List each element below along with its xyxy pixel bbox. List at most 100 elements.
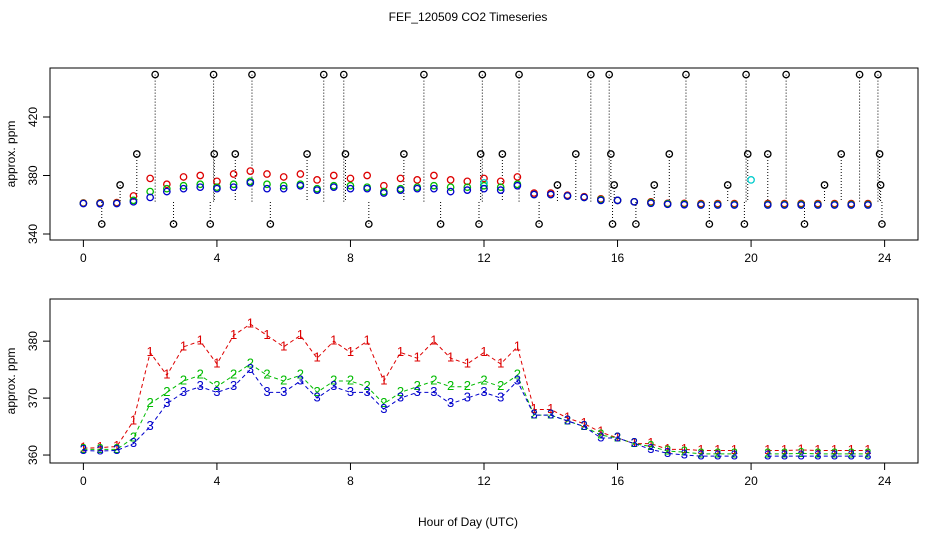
point <box>179 173 188 181</box>
series-line <box>83 363 868 455</box>
x-axis-label: Hour of Day (UTC) <box>418 515 518 529</box>
series-line <box>83 368 868 457</box>
point <box>213 184 221 193</box>
point: 1 <box>864 442 871 457</box>
point: 2 <box>664 442 671 457</box>
point <box>346 184 355 193</box>
point <box>162 184 171 193</box>
point: 2 <box>297 367 304 382</box>
point <box>196 171 205 180</box>
point: 1 <box>814 442 821 457</box>
x-tick-label: 24 <box>878 474 892 488</box>
point: 3 <box>313 390 320 405</box>
point <box>607 150 615 158</box>
point: 2 <box>647 438 654 453</box>
point <box>596 196 605 205</box>
point <box>723 181 732 189</box>
point: 2 <box>697 445 704 460</box>
point: 1 <box>764 442 771 457</box>
point <box>363 171 372 180</box>
point <box>553 181 562 189</box>
point: 3 <box>330 378 337 393</box>
point: 2 <box>848 445 855 460</box>
point <box>279 173 288 181</box>
point <box>346 181 355 190</box>
point: 1 <box>464 355 471 370</box>
point <box>169 220 178 228</box>
point <box>730 201 739 209</box>
point <box>303 150 311 158</box>
point: 3 <box>280 384 287 399</box>
point: 3 <box>848 448 855 463</box>
point <box>743 150 752 158</box>
point: 1 <box>313 350 320 365</box>
point <box>319 70 328 79</box>
point <box>496 186 505 194</box>
point <box>413 184 422 193</box>
point: 3 <box>113 442 120 457</box>
point: 2 <box>631 435 638 450</box>
point: 3 <box>581 418 588 433</box>
point: 2 <box>263 367 270 382</box>
point <box>379 189 388 197</box>
point <box>513 181 522 190</box>
point: 2 <box>814 445 821 460</box>
x-tick-label: 20 <box>744 474 758 488</box>
x-tick-label: 0 <box>80 251 87 265</box>
point: 2 <box>831 445 838 460</box>
point <box>546 190 555 199</box>
x-tick-label: 4 <box>214 474 221 488</box>
y-tick-label: 360 <box>26 445 40 465</box>
point: 1 <box>430 333 437 348</box>
point: 1 <box>681 441 688 456</box>
point <box>463 186 472 194</box>
point <box>613 196 622 205</box>
point <box>876 181 885 189</box>
point: 2 <box>447 378 454 393</box>
point: 1 <box>631 435 638 450</box>
x-tick-label: 12 <box>477 251 491 265</box>
point <box>864 201 872 209</box>
point <box>329 171 338 180</box>
point <box>496 183 505 192</box>
point: 3 <box>397 390 404 405</box>
point: 3 <box>230 378 237 393</box>
point: 3 <box>514 372 521 387</box>
point: 3 <box>681 446 688 461</box>
x-tick-label: 16 <box>611 251 625 265</box>
point: 1 <box>798 441 805 456</box>
point <box>647 199 655 208</box>
point: 3 <box>664 445 671 460</box>
point: 1 <box>547 401 554 416</box>
point <box>476 150 485 158</box>
y-tick-label: 370 <box>26 388 40 408</box>
point: 1 <box>263 327 270 342</box>
point <box>480 181 488 190</box>
point <box>610 181 619 189</box>
point: 2 <box>430 372 437 387</box>
y-axis-label: approx. ppm <box>4 121 18 188</box>
point <box>665 150 674 158</box>
point <box>179 181 188 190</box>
point: 1 <box>180 338 187 353</box>
point <box>650 181 659 189</box>
point <box>196 180 205 189</box>
point: 2 <box>230 367 237 382</box>
point: 3 <box>547 407 554 422</box>
point <box>605 70 614 79</box>
x-tick-label: 24 <box>878 251 892 265</box>
point: 2 <box>163 384 170 399</box>
point: 2 <box>380 395 387 410</box>
point <box>296 181 305 190</box>
point: 3 <box>447 395 454 410</box>
x-tick-label: 8 <box>347 251 354 265</box>
point: 2 <box>280 372 287 387</box>
point: 2 <box>547 407 554 422</box>
point <box>874 70 882 79</box>
point <box>346 174 355 183</box>
point: 1 <box>414 350 421 365</box>
x-tick-label: 0 <box>80 474 87 488</box>
point: 1 <box>831 442 838 457</box>
point: 1 <box>781 442 788 457</box>
point <box>763 150 772 158</box>
